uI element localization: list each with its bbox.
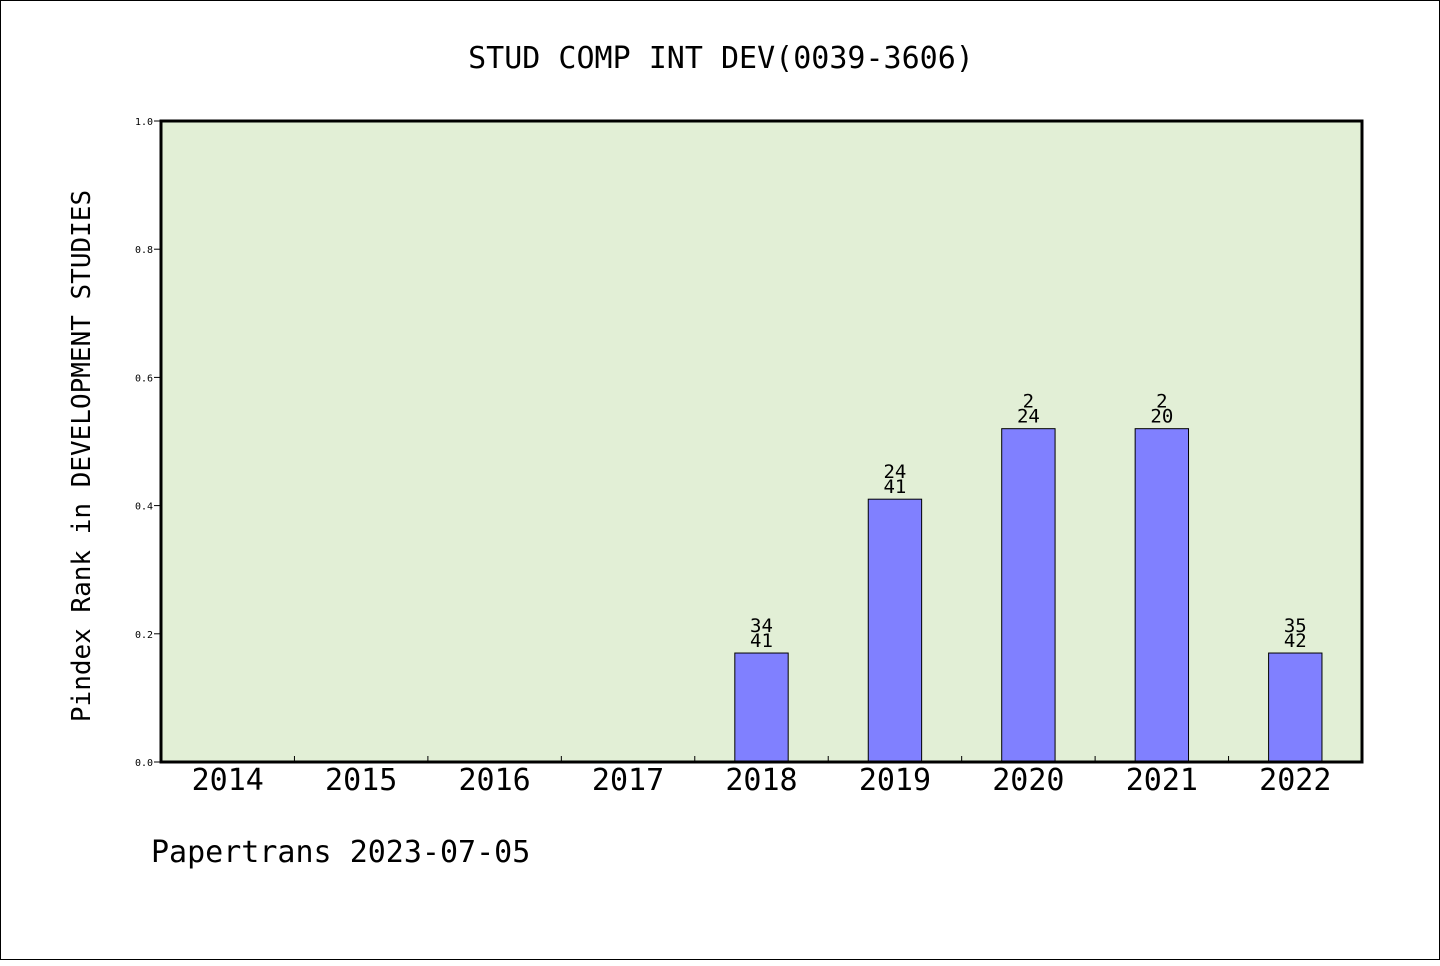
bar-label-top: 2: [1023, 391, 1034, 413]
bar-label-top: 2: [1156, 391, 1167, 413]
x-tick-label: 2016: [458, 763, 530, 798]
y-tick-label: 0.2: [135, 630, 153, 641]
bars: [734, 428, 1323, 763]
x-tick-label: 2019: [859, 763, 931, 798]
y-tick-label: 0.0: [135, 758, 153, 769]
x-tick-label: 2018: [725, 763, 797, 798]
y-tick-label: 1.0: [135, 117, 153, 128]
bar-label-bottom: 20: [1150, 406, 1173, 428]
bar-label-bottom: 41: [750, 630, 773, 652]
x-tick-label: 2021: [1126, 763, 1198, 798]
x-tick-label: 2014: [192, 763, 264, 798]
bar: [734, 652, 789, 763]
bar-label-bottom: 41: [883, 476, 906, 498]
bar-label-bottom: 42: [1284, 630, 1307, 652]
x-tick-label: 2015: [325, 763, 397, 798]
bar-label-top: 24: [883, 461, 906, 483]
x-axis-labels: 2014 2015 2016 2017 2018 2019 2020 2021 2022: [192, 763, 1332, 798]
footer: Papertrans 2023-07-05: [151, 835, 530, 870]
y-axis-label: Pindex Rank in DEVELOPMENT STUDIES: [67, 190, 97, 722]
bar: [1134, 428, 1190, 763]
x-tick-label: 2017: [592, 763, 664, 798]
footer-source: Papertrans: [151, 835, 332, 870]
bar: [1001, 428, 1056, 763]
bar: [1268, 652, 1323, 763]
footer-date: 2023-07-05: [349, 835, 531, 870]
bar: [867, 498, 923, 763]
bar-label-bottom: 24: [1017, 406, 1040, 428]
x-tick-label: 2020: [992, 763, 1064, 798]
y-tick-label: 0.4: [135, 502, 153, 513]
chart-title: STUD COMP INT DEV(0039-3606): [468, 41, 974, 76]
x-tick-label: 2022: [1259, 763, 1331, 798]
y-axis-ticks: 0.0 0.2 0.4 0.6 0.8 1.0: [135, 117, 161, 769]
plot-border: [159, 119, 1364, 764]
bar-label-top: 34: [750, 615, 773, 637]
y-tick-label: 0.6: [135, 373, 153, 384]
y-tick-label: 0.8: [135, 245, 153, 256]
bar-label-top: 35: [1284, 615, 1307, 637]
